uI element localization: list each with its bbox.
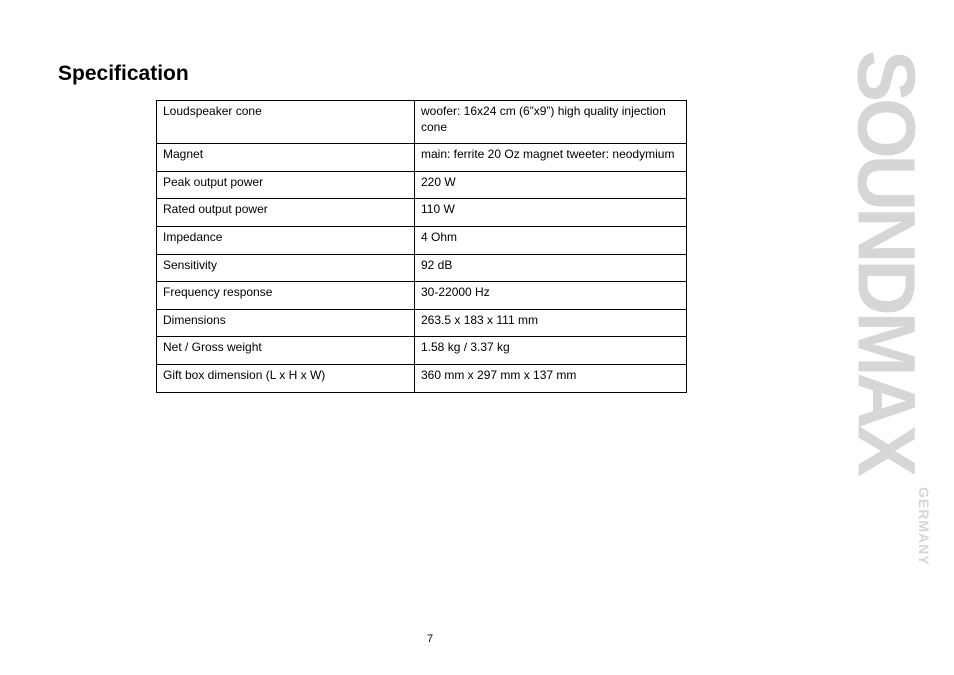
spec-value: main: ferrite 20 Oz magnet tweeter: neod… [415, 144, 687, 172]
spec-value: 263.5 x 183 x 111 mm [415, 309, 687, 337]
spec-label: Peak output power [157, 171, 415, 199]
page-number: 7 [0, 633, 860, 645]
brand-watermark: SOUNDMAX GERMANY [841, 50, 932, 562]
table-row: Loudspeaker cone woofer: 16x24 cm (6”x9”… [157, 101, 687, 144]
brand-country: GERMANY [916, 487, 932, 566]
specification-table: Loudspeaker cone woofer: 16x24 cm (6”x9”… [156, 100, 687, 393]
spec-value: 360 mm x 297 mm x 137 mm [415, 364, 687, 392]
table-row: Dimensions 263.5 x 183 x 111 mm [157, 309, 687, 337]
spec-value: 1.58 kg / 3.37 kg [415, 337, 687, 365]
table-row: Impedance 4 Ohm [157, 226, 687, 254]
spec-value: 30-22000 Hz [415, 282, 687, 310]
spec-value: 220 W [415, 171, 687, 199]
spec-label: Loudspeaker cone [157, 101, 415, 144]
page-title: Specification [58, 62, 189, 86]
table-row: Frequency response 30-22000 Hz [157, 282, 687, 310]
page: Specification Loudspeaker cone woofer: 1… [0, 0, 954, 675]
table-row: Rated output power 110 W [157, 199, 687, 227]
table-row: Gift box dimension (L x H x W) 360 mm x … [157, 364, 687, 392]
spec-value: 110 W [415, 199, 687, 227]
spec-label: Rated output power [157, 199, 415, 227]
brand-name: SOUNDMAX [839, 50, 935, 473]
spec-label: Impedance [157, 226, 415, 254]
spec-label: Sensitivity [157, 254, 415, 282]
spec-label: Gift box dimension (L x H x W) [157, 364, 415, 392]
table-row: Net / Gross weight 1.58 kg / 3.37 kg [157, 337, 687, 365]
spec-label: Dimensions [157, 309, 415, 337]
table-row: Peak output power 220 W [157, 171, 687, 199]
table-row: Sensitivity 92 dB [157, 254, 687, 282]
spec-value: 4 Ohm [415, 226, 687, 254]
spec-value: 92 dB [415, 254, 687, 282]
spec-value: woofer: 16x24 cm (6”x9”) high quality in… [415, 101, 687, 144]
spec-label: Net / Gross weight [157, 337, 415, 365]
table-row: Magnet main: ferrite 20 Oz magnet tweete… [157, 144, 687, 172]
spec-label: Magnet [157, 144, 415, 172]
spec-label: Frequency response [157, 282, 415, 310]
